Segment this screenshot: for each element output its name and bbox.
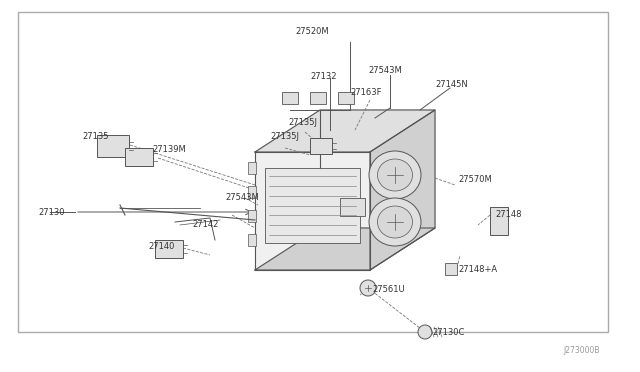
Bar [248, 234, 256, 246]
Text: 27145N: 27145N [435, 80, 468, 89]
Polygon shape [255, 152, 370, 270]
Text: 27130: 27130 [38, 208, 65, 217]
Text: 27163F: 27163F [350, 88, 381, 97]
Text: 27543M: 27543M [368, 66, 402, 75]
Bar [340, 198, 365, 216]
Bar [125, 148, 153, 166]
Bar [97, 135, 129, 157]
Text: 27139M: 27139M [152, 145, 186, 154]
Text: 27130C: 27130C [432, 328, 465, 337]
Bar [248, 186, 256, 198]
Bar [282, 92, 298, 104]
Text: 27543M: 27543M [225, 193, 259, 202]
Text: 27561U: 27561U [372, 285, 404, 294]
Polygon shape [370, 110, 435, 270]
Bar [248, 162, 256, 174]
Text: 27148+A: 27148+A [458, 265, 497, 274]
Text: 27142: 27142 [192, 220, 218, 229]
Text: 27135J: 27135J [288, 118, 317, 127]
Text: 27520M: 27520M [295, 27, 329, 36]
Bar [265, 168, 360, 243]
Text: 27135: 27135 [82, 132, 109, 141]
Ellipse shape [378, 159, 413, 191]
Text: 27135J: 27135J [270, 132, 299, 141]
Circle shape [360, 280, 376, 296]
Circle shape [418, 325, 432, 339]
Polygon shape [255, 110, 435, 152]
Bar [248, 210, 256, 222]
Ellipse shape [369, 151, 421, 199]
Bar [310, 138, 332, 154]
Bar [18, 12, 608, 332]
Text: J273000B: J273000B [563, 346, 600, 355]
Text: 27132: 27132 [310, 72, 337, 81]
Bar [155, 240, 183, 258]
Text: 27570M: 27570M [458, 175, 492, 184]
Ellipse shape [369, 198, 421, 246]
Ellipse shape [378, 206, 413, 238]
Bar [338, 92, 354, 104]
Bar [310, 92, 326, 104]
Polygon shape [255, 228, 435, 270]
Text: 27140: 27140 [148, 242, 174, 251]
Bar [445, 263, 457, 275]
Bar [490, 207, 508, 235]
Text: 27148: 27148 [495, 210, 522, 219]
